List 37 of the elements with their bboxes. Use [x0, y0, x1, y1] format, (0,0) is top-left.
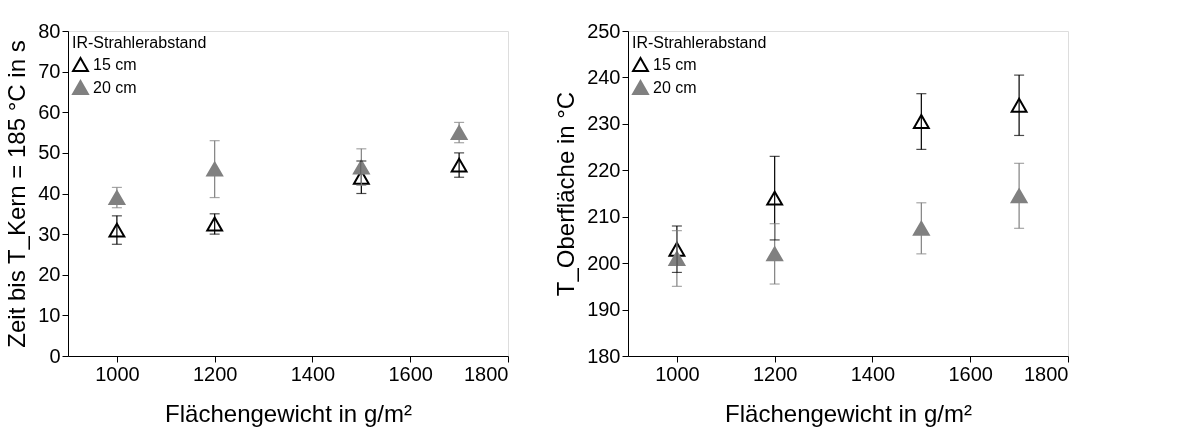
y-axis-title: T_Oberfläche in °C [552, 91, 580, 297]
y-tick-label: 0 [49, 344, 61, 367]
y-tick-label: 180 [587, 344, 621, 367]
x-tick-label: 1200 [752, 362, 798, 385]
legend-label: 20 cm [653, 78, 697, 96]
y-tick-label: 40 [38, 182, 61, 204]
y-tick-label: 80 [38, 19, 61, 42]
x-tick-label: 1000 [95, 362, 140, 385]
y-tick-label: 60 [38, 100, 61, 123]
y-tick-label: 240 [587, 65, 621, 88]
x-tick-label: 1600 [388, 362, 433, 385]
legend-label: 15 cm [653, 55, 697, 73]
y-axis-title: Zeit bis T_Kern = 185 °C in s [3, 40, 31, 348]
x-tick-label: 1400 [850, 362, 896, 385]
x-tick-label: 1800 [1024, 362, 1069, 385]
x-tick-label: 1600 [948, 362, 993, 385]
y-tick-label: 190 [587, 298, 621, 321]
y-tick-label: 200 [587, 251, 621, 274]
y-tick-label: 30 [38, 222, 61, 245]
y-tick-label: 10 [38, 303, 61, 326]
legend-label: 20 cm [93, 78, 137, 96]
x-tick-label: 1200 [192, 362, 238, 385]
legend-label: 15 cm [93, 55, 137, 73]
y-tick-label: 210 [587, 205, 621, 228]
y-tick-label: 50 [38, 141, 61, 164]
y-tick-label: 230 [587, 112, 621, 135]
x-tick-label: 1000 [655, 362, 700, 385]
legend-title: IR-Strahlerabstand [632, 34, 767, 51]
x-axis-title: Flächengewicht in g/m² [165, 399, 412, 427]
x-tick-label: 1800 [464, 362, 509, 385]
x-axis-title: Flächengewicht in g/m² [725, 399, 972, 427]
y-tick-label: 220 [587, 158, 621, 181]
y-tick-label: 70 [38, 60, 61, 83]
x-tick-label: 1400 [290, 362, 336, 385]
y-tick-label: 20 [38, 263, 61, 286]
y-tick-label: 250 [587, 19, 621, 42]
legend-title: IR-Strahlerabstand [72, 34, 207, 51]
